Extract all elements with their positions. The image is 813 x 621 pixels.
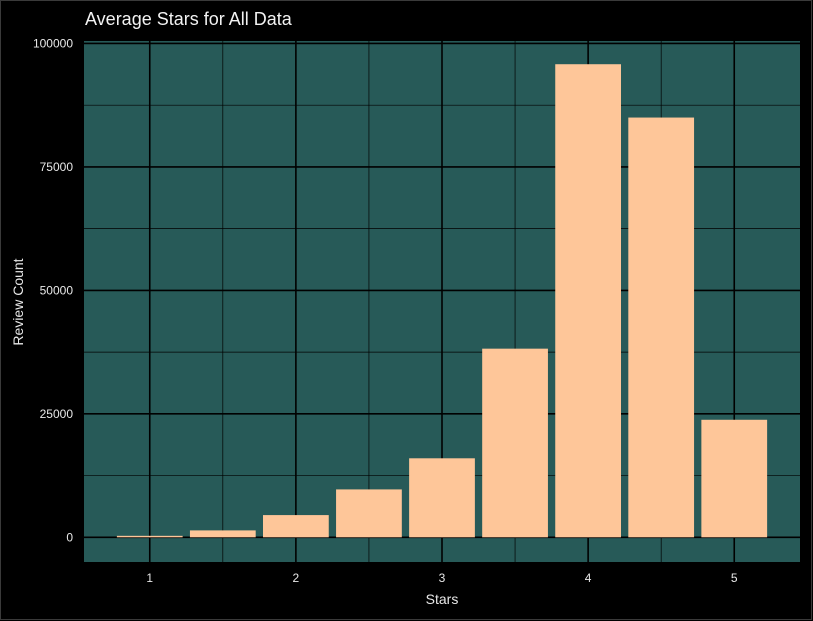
x-tick-label: 3 — [439, 571, 446, 585]
bar — [701, 419, 768, 538]
y-tick-label: 50000 — [40, 283, 74, 297]
bar — [263, 515, 329, 538]
bar — [482, 348, 548, 538]
x-tick-label: 2 — [293, 571, 300, 585]
bar — [116, 535, 183, 538]
y-tick-label: 0 — [66, 530, 73, 544]
bar — [189, 530, 256, 538]
x-axis-ticks: 1 2 3 4 5 — [146, 571, 737, 585]
bars — [116, 64, 768, 538]
chart-title: Average Stars for All Data — [85, 9, 293, 29]
x-tick-label: 5 — [731, 571, 738, 585]
bar — [555, 64, 621, 538]
x-axis-title: Stars — [426, 591, 459, 607]
y-axis-title: Review Count — [10, 258, 26, 345]
x-tick-label: 4 — [585, 571, 592, 585]
y-axis-ticks: 0 25000 50000 75000 100000 — [33, 36, 73, 544]
y-tick-label: 100000 — [33, 36, 73, 50]
bar — [336, 489, 402, 538]
x-tick-label: 1 — [146, 571, 153, 585]
bar — [409, 458, 475, 538]
bar — [628, 117, 695, 538]
y-tick-label: 25000 — [40, 407, 74, 421]
y-tick-label: 75000 — [40, 160, 74, 174]
